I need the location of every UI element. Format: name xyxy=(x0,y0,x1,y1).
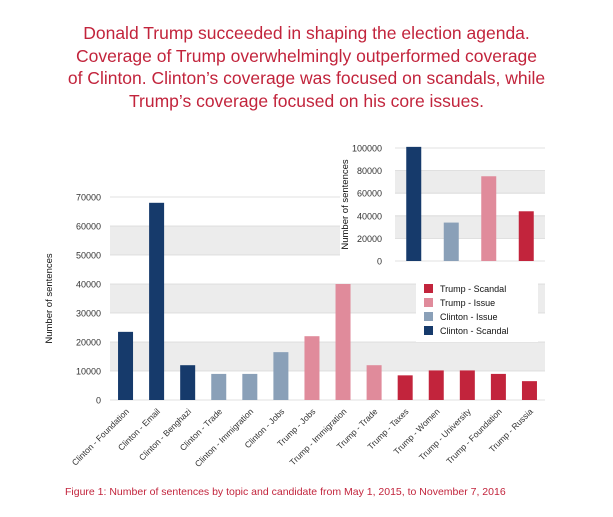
chart-canvas: 0 10000 20000 30000 40000 50000 60000 70000 Numb… xyxy=(44,133,545,469)
bar-trump-university xyxy=(459,370,475,400)
inset-chart-band xyxy=(395,170,545,194)
headline-line-1: Donald Trump succeeded in shaping the el… xyxy=(83,23,530,43)
main-y-tick-label: 10000 xyxy=(76,367,101,377)
legend-swatch xyxy=(424,326,433,335)
legend-swatch xyxy=(424,284,433,293)
bar-trump-taxes xyxy=(397,375,413,400)
inset-y-tick-label: 0 xyxy=(377,257,382,267)
inset-background xyxy=(340,133,545,276)
bar-clinton-jobs xyxy=(273,352,289,400)
main-y-tick-label: 50000 xyxy=(76,251,101,261)
main-y-tick-label: 60000 xyxy=(76,222,101,232)
inset-chart-band xyxy=(395,215,545,239)
x-tick-label: Clinton - Foundation xyxy=(70,406,131,467)
inset-bar-clinton-scandal xyxy=(406,146,422,261)
legend-box xyxy=(416,280,538,342)
headline-line-3: of Clinton. Clinton’s coverage was focus… xyxy=(67,68,546,88)
inset-y-tick-label: 20000 xyxy=(357,234,382,244)
bar-clinton-immigration xyxy=(242,373,258,400)
bar-trump-russia xyxy=(521,381,537,400)
x-tick-label: Clinton - Immigration xyxy=(193,406,256,469)
bar-clinton-foundation xyxy=(118,331,134,400)
x-tick-label: Trump - Immigration xyxy=(287,406,348,467)
bar-trump-jobs xyxy=(304,336,320,400)
inset-y-axis-label: Number of sentences xyxy=(340,159,351,250)
headline-line-2: Coverage of Trump overwhelmingly outperf… xyxy=(75,45,538,66)
inset-y-tick-label: 100000 xyxy=(352,144,382,154)
legend-label: Trump - Scandal xyxy=(440,284,506,294)
inset-y-tick-label: 60000 xyxy=(357,189,382,199)
bar-clinton-trade xyxy=(211,373,227,400)
legend-swatch xyxy=(424,298,433,307)
bar-trump-foundation xyxy=(490,373,506,400)
inset-bar-clinton-issue xyxy=(443,222,459,261)
bar-trump-trade xyxy=(366,365,382,400)
main-y-axis-label: Number of sentences xyxy=(44,253,55,344)
main-y-tick-label: 30000 xyxy=(76,309,101,319)
bar-trump-women xyxy=(428,370,444,400)
inset-bar-trump-issue xyxy=(481,176,497,261)
x-tick-label: Trump - Foundation xyxy=(444,406,504,466)
legend-label: Trump - Issue xyxy=(440,298,495,308)
bar-trump-immigration xyxy=(335,284,351,400)
inset-y-tick-label: 40000 xyxy=(357,211,382,221)
legend-label: Clinton - Issue xyxy=(440,312,498,322)
main-y-tick-label: 40000 xyxy=(76,280,101,290)
bar-clinton-email xyxy=(149,202,165,400)
legend-swatch xyxy=(424,312,433,321)
legend-label: Clinton - Scandal xyxy=(440,326,509,336)
main-y-tick-label: 70000 xyxy=(76,193,101,203)
main-chart-band xyxy=(110,342,545,371)
main-y-tick-label: 20000 xyxy=(76,338,101,348)
figure-caption: Figure 1: Number of sentences by topic a… xyxy=(65,486,506,498)
main-y-tick-label: 0 xyxy=(96,396,101,406)
headline: Donald Trump succeeded in shaping the el… xyxy=(0,22,613,112)
headline-line-4: Trump’s coverage focused on his core iss… xyxy=(128,90,485,111)
inset-y-tick-label: 80000 xyxy=(357,166,382,176)
bar-clinton-benghazi xyxy=(180,365,196,400)
inset-bar-trump-scandal xyxy=(518,211,534,261)
